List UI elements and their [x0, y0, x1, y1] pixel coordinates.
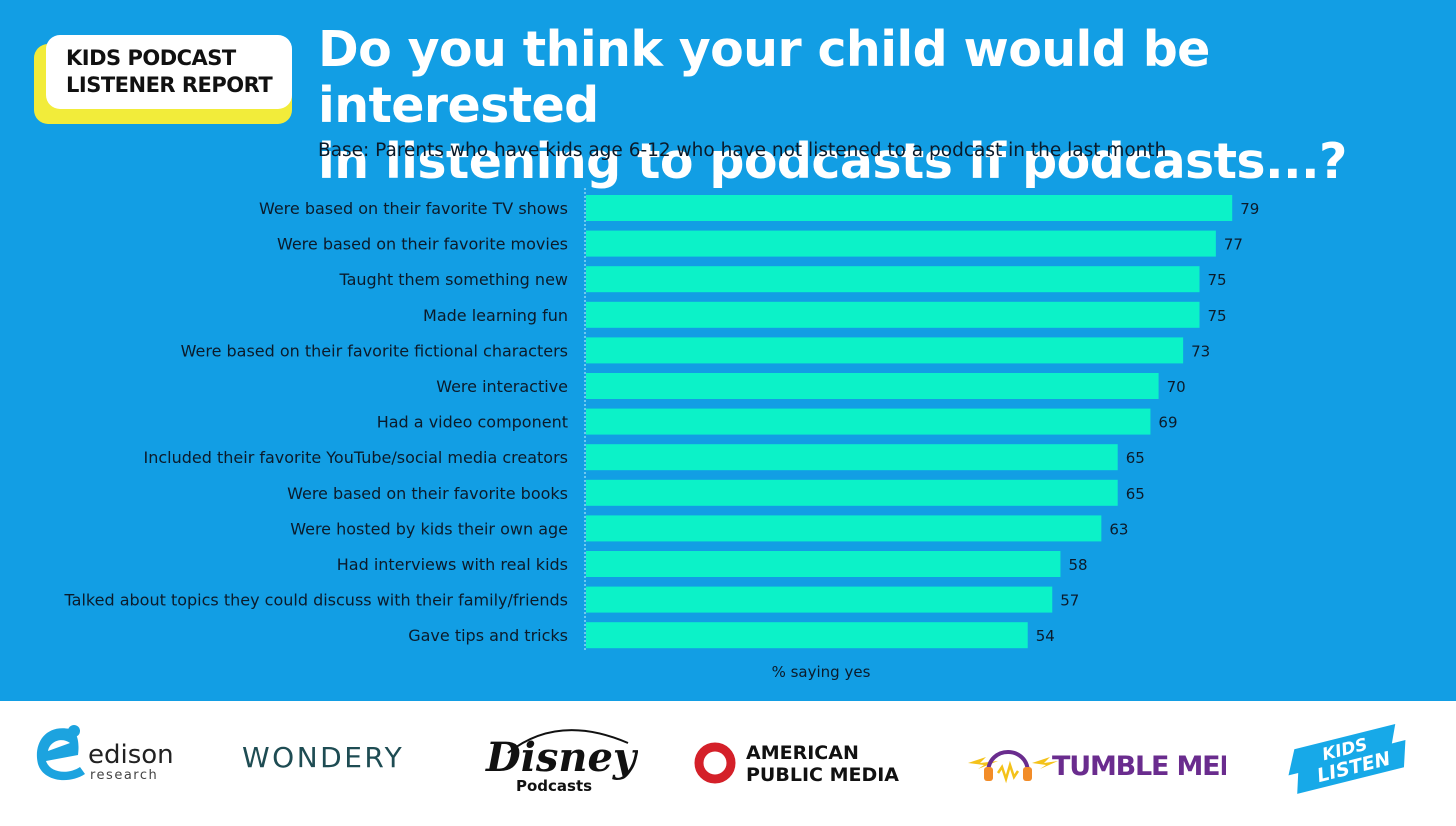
wondery-logo: WONDERY [242, 741, 404, 774]
bar [586, 515, 1102, 542]
bar [586, 408, 1151, 435]
category-label: Taught them something new [338, 270, 568, 289]
tumble-headphones-icon [986, 750, 1030, 774]
disney-podcasts-logo: Disney Podcasts [485, 729, 638, 795]
value-label: 65 [1126, 485, 1145, 503]
badge-line-1: KIDS PODCAST [66, 46, 236, 70]
page-title: Do you think your child would be interes… [318, 22, 1438, 190]
category-label: Included their favorite YouTube/social m… [144, 448, 569, 467]
tumble-earcup-right [1023, 767, 1032, 781]
value-label: 79 [1240, 200, 1259, 218]
american-public-media-logo: AMERICAN PUBLIC MEDIA [694, 742, 899, 786]
category-label: Were interactive [436, 377, 568, 396]
bar [586, 551, 1061, 577]
bar [586, 622, 1028, 649]
tumble-earcup-left [984, 767, 993, 781]
category-label: Gave tips and tricks [408, 626, 568, 645]
wondery-name: WONDERY [242, 741, 404, 774]
value-label: 75 [1208, 271, 1227, 289]
title-line-2: in listening to podcasts if podcasts...? [318, 133, 1347, 190]
tumble-lightning-icon-right [1032, 757, 1058, 769]
value-label: 58 [1068, 556, 1087, 574]
tumble-lightning-icon [968, 757, 998, 769]
bar [586, 195, 1233, 221]
edison-swirl-icon [36, 728, 85, 781]
value-label: 63 [1109, 520, 1128, 538]
value-label: 57 [1060, 592, 1079, 610]
value-label: 65 [1126, 449, 1145, 467]
edison-sub: research [90, 768, 158, 783]
kids-listen-banner [1288, 724, 1406, 794]
value-label: 73 [1191, 342, 1210, 360]
category-label: Were hosted by kids their own age [290, 519, 568, 538]
bar [586, 373, 1159, 399]
bar-chart: Were based on their favorite TV shows 79 W… [64, 188, 1259, 681]
category-label: Talked about topics they could discuss w… [64, 591, 568, 610]
disney-name: Disney [485, 734, 638, 781]
bar [586, 337, 1184, 364]
apm-line-2: PUBLIC MEDIA [746, 764, 899, 786]
badge-line-2: LISTENER REPORT [66, 73, 273, 97]
disney-sub: Podcasts [516, 777, 592, 795]
sponsor-footer: edison research WONDERY Disney Podcasts … [0, 701, 1456, 826]
bar [586, 586, 1053, 613]
category-label: Were based on their favorite fictional c… [181, 341, 568, 360]
bar [586, 479, 1118, 506]
value-label: 70 [1167, 378, 1186, 396]
bar [586, 301, 1200, 328]
category-label: Were based on their favorite movies [277, 235, 568, 254]
disney-arc-icon [507, 729, 629, 754]
chart-subtitle: Base: Parents who have kids age 6-12 who… [318, 140, 1167, 161]
category-label: Were based on their favorite TV shows [259, 199, 568, 218]
edison-dot-icon [68, 725, 80, 737]
category-label: Had interviews with real kids [337, 555, 568, 574]
apm-ring-icon [694, 742, 736, 784]
category-label: Were based on their favorite books [287, 484, 568, 503]
edison-research-logo: edison research [36, 725, 174, 783]
apm-line-1: AMERICAN [746, 742, 859, 764]
value-label: 54 [1036, 627, 1055, 645]
bar [586, 444, 1118, 471]
value-label: 77 [1224, 236, 1243, 254]
tumble-media-logo: TUMBLE MEDIA [968, 750, 1226, 784]
x-axis-label: % saying yes [772, 663, 871, 681]
tumble-wave-icon [996, 760, 1020, 784]
report-badge: KIDS PODCAST LISTENER REPORT [46, 35, 292, 109]
tumble-name: TUMBLE MEDIA [1052, 751, 1226, 782]
value-label: 75 [1208, 307, 1227, 325]
title-line-1: Do you think your child would be interes… [318, 21, 1210, 134]
edison-name: edison [88, 740, 174, 770]
value-label: 69 [1158, 414, 1177, 432]
bars-group: Were based on their favorite TV shows 79 W… [64, 195, 1259, 649]
category-label: Had a video component [377, 413, 568, 432]
bar [586, 266, 1200, 293]
category-label: Made learning fun [423, 306, 568, 325]
bar [586, 230, 1216, 257]
kids-listen-logo: KIDS LISTEN [1288, 724, 1406, 794]
